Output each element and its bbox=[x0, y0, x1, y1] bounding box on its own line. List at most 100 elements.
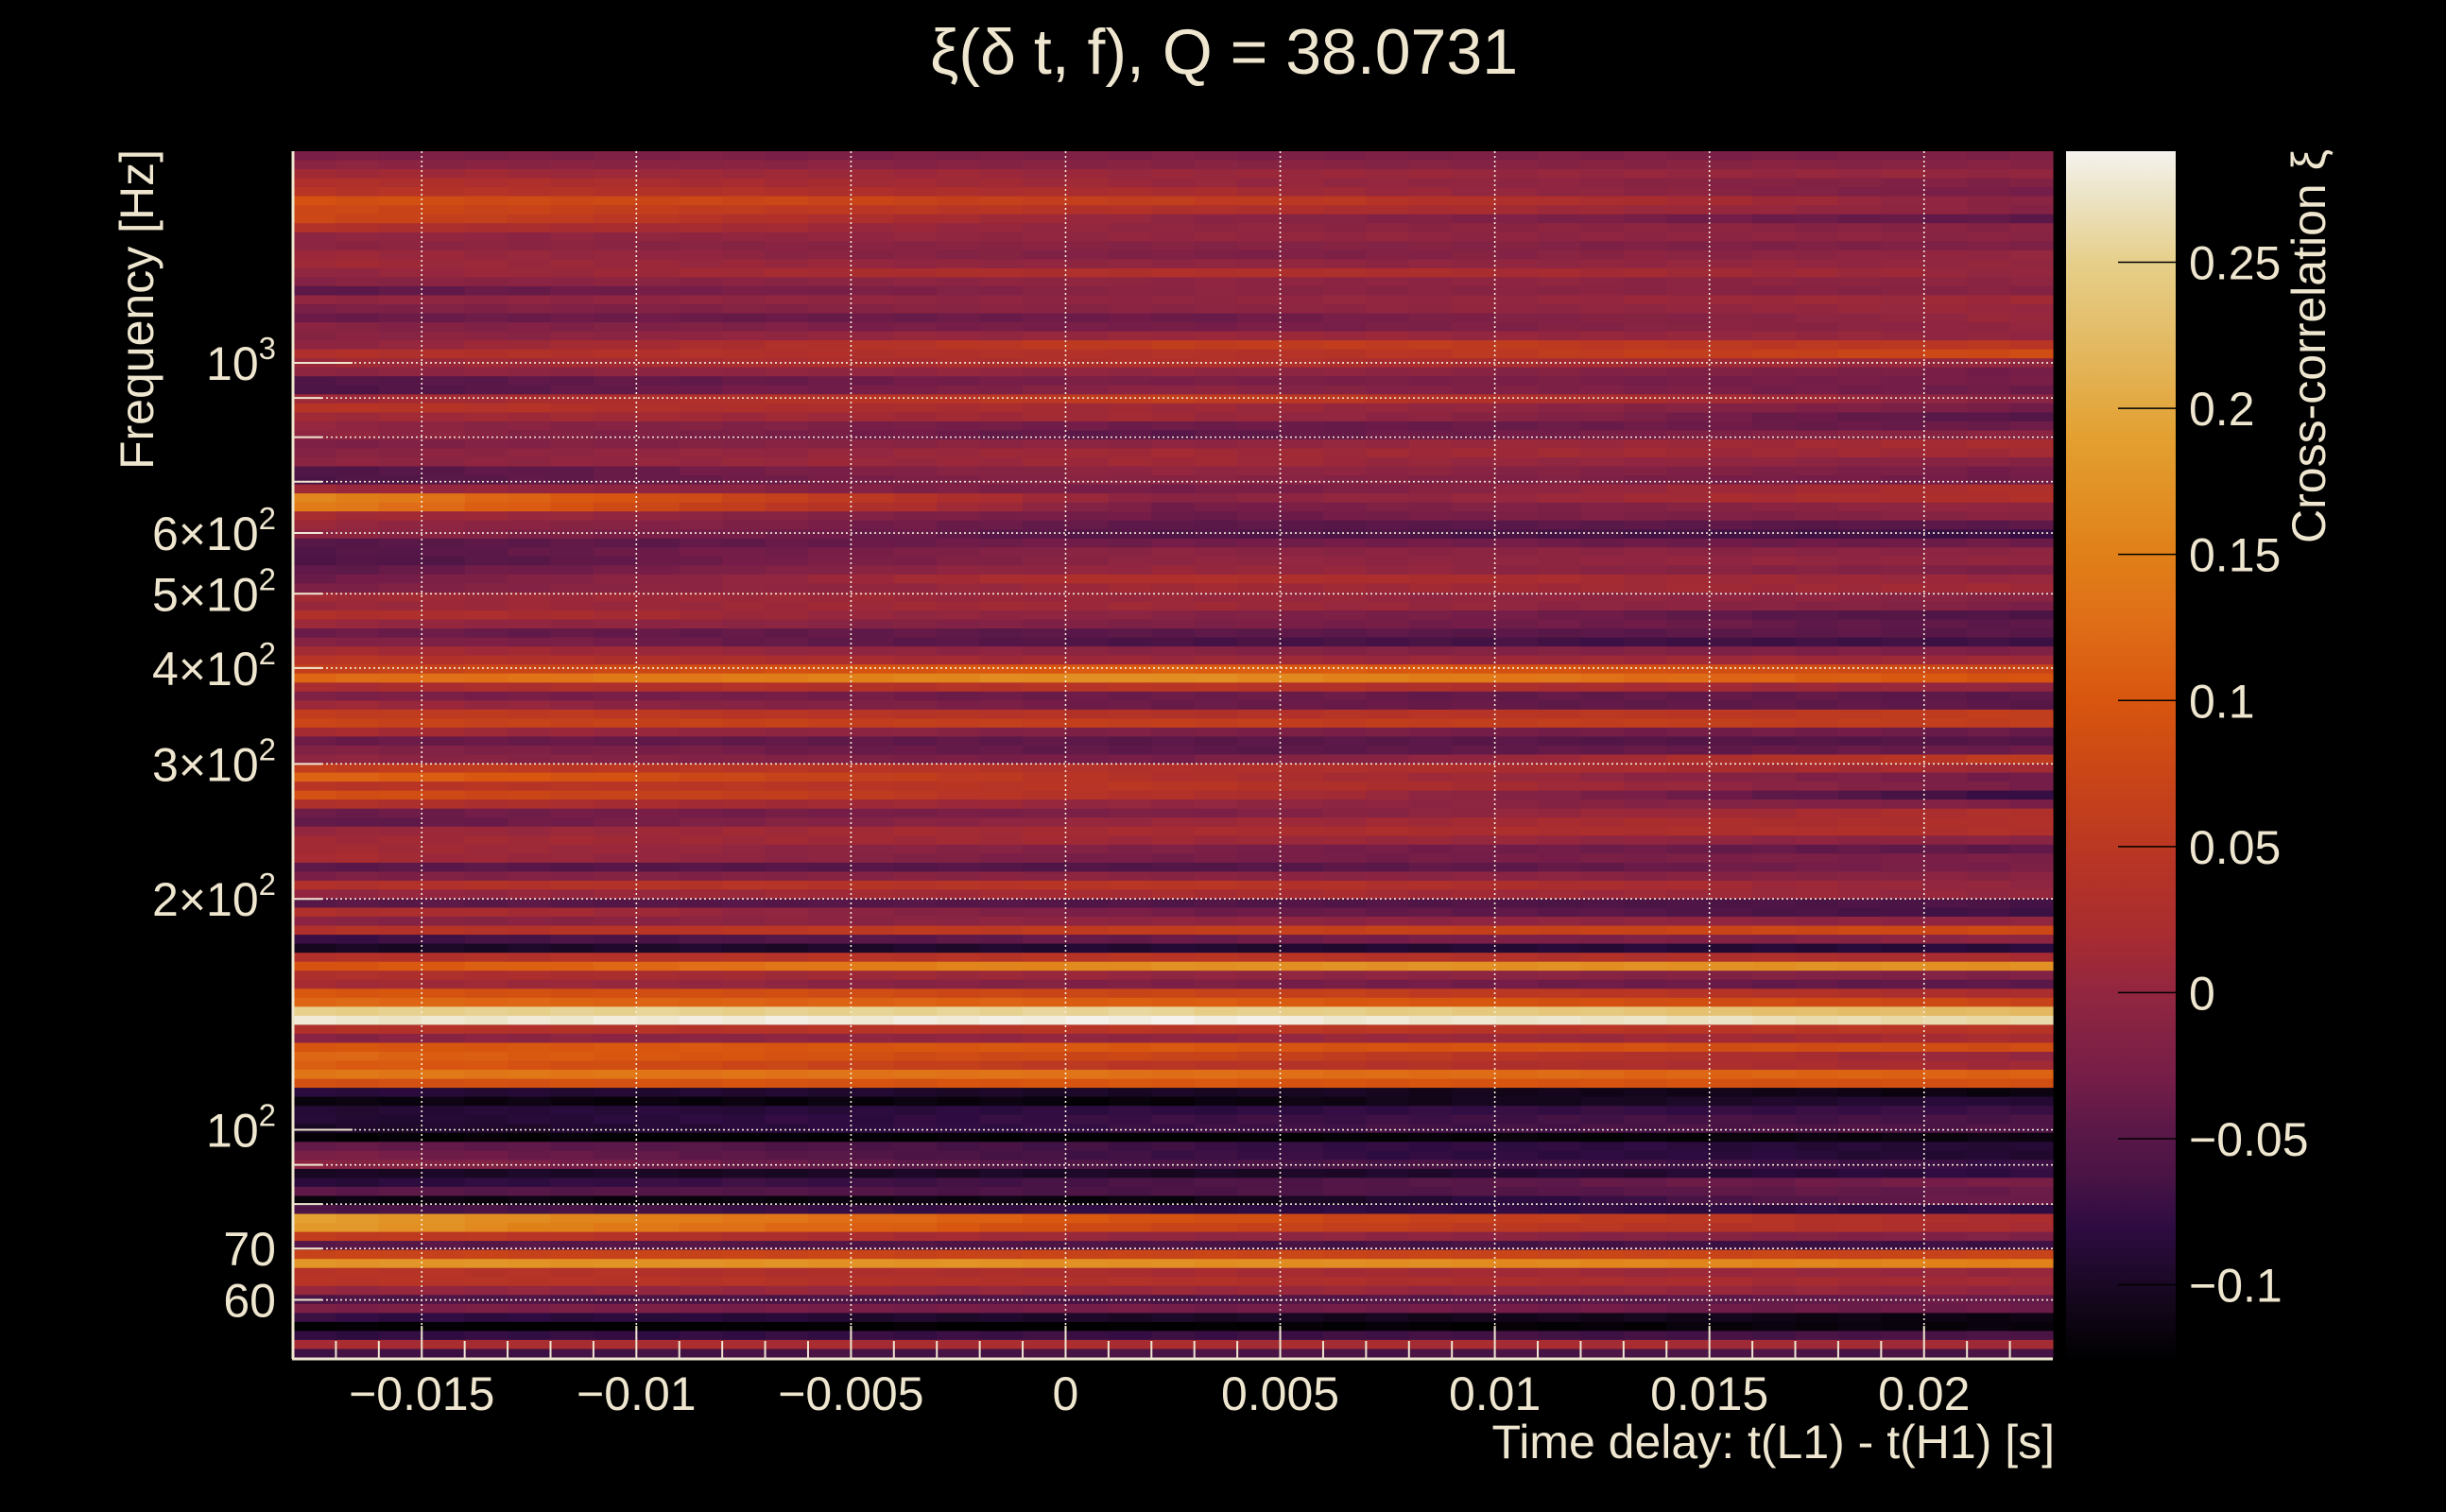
heatmap-cell bbox=[1881, 1160, 1925, 1170]
heatmap-cell bbox=[636, 493, 680, 504]
heatmap-cell bbox=[593, 935, 637, 945]
heatmap-cell bbox=[1580, 907, 1625, 918]
heatmap-cell bbox=[808, 808, 852, 818]
heatmap-cell bbox=[508, 1195, 552, 1206]
heatmap-cell bbox=[1023, 403, 1066, 413]
heatmap-cell bbox=[1280, 439, 1324, 450]
heatmap-cell bbox=[293, 1124, 336, 1134]
heatmap-cell bbox=[378, 187, 422, 198]
heatmap-cell bbox=[1881, 285, 1925, 296]
heatmap-cell bbox=[1538, 502, 1581, 512]
heatmap-cell bbox=[1580, 412, 1625, 422]
heatmap-cell bbox=[1967, 151, 2011, 162]
heatmap-cell bbox=[1151, 565, 1196, 576]
heatmap-cell bbox=[722, 520, 767, 530]
heatmap-cell bbox=[1666, 232, 1711, 242]
heatmap-cell bbox=[1065, 718, 1110, 729]
heatmap-cell bbox=[1108, 1052, 1152, 1062]
heatmap-cell bbox=[464, 511, 508, 522]
heatmap-cell bbox=[1752, 772, 1797, 782]
heatmap-cell bbox=[593, 718, 637, 729]
heatmap-cell bbox=[1538, 259, 1581, 269]
heatmap-cell bbox=[679, 421, 723, 431]
heatmap-cell bbox=[378, 997, 422, 1007]
heatmap-cell bbox=[1923, 178, 1968, 188]
heatmap-cell bbox=[1023, 574, 1066, 584]
heatmap-cell bbox=[1837, 1231, 1882, 1242]
heatmap-cell bbox=[1194, 241, 1238, 251]
heatmap-cell bbox=[1752, 871, 1797, 882]
heatmap-cell bbox=[808, 1114, 852, 1125]
heatmap-cell bbox=[979, 556, 1024, 566]
heatmap-cell bbox=[851, 340, 895, 351]
heatmap-cell bbox=[1408, 547, 1453, 558]
heatmap-cell bbox=[1795, 880, 1839, 890]
heatmap-cell bbox=[550, 826, 594, 836]
heatmap-cell bbox=[1623, 646, 1667, 657]
heatmap-cell bbox=[1452, 511, 1496, 522]
heatmap-cell bbox=[1623, 961, 1667, 971]
heatmap-cell bbox=[765, 637, 809, 647]
heatmap-cell bbox=[636, 601, 680, 611]
heatmap-cell bbox=[1408, 997, 1453, 1007]
heatmap-cell bbox=[1323, 178, 1367, 188]
heatmap-cell bbox=[979, 682, 1024, 693]
heatmap-cell bbox=[2009, 1195, 2054, 1206]
heatmap-cell bbox=[937, 637, 981, 647]
heatmap-cell bbox=[464, 448, 508, 458]
heatmap-cell bbox=[378, 439, 422, 450]
heatmap-cell bbox=[336, 646, 380, 657]
heatmap-cell bbox=[937, 538, 981, 548]
heatmap-cell bbox=[1494, 1114, 1539, 1125]
heatmap-cell bbox=[293, 1088, 336, 1098]
heatmap-cell bbox=[1366, 412, 1410, 422]
heatmap-cell bbox=[893, 700, 938, 711]
heatmap-cell bbox=[1323, 466, 1367, 476]
heatmap-cell bbox=[1666, 538, 1711, 548]
heatmap-cell bbox=[1752, 1231, 1797, 1242]
heatmap-cell bbox=[508, 1223, 552, 1233]
heatmap-cell bbox=[293, 610, 336, 621]
heatmap-cell bbox=[679, 430, 723, 440]
heatmap-cell bbox=[979, 1205, 1024, 1215]
heatmap-cell bbox=[1623, 367, 1667, 377]
heatmap-cell bbox=[293, 196, 336, 206]
heatmap-cell bbox=[378, 385, 422, 395]
heatmap-cell bbox=[1408, 682, 1453, 693]
heatmap-cell bbox=[1065, 511, 1110, 522]
heatmap-cell bbox=[722, 844, 767, 854]
heatmap-cell bbox=[1666, 691, 1711, 701]
heatmap-cell bbox=[1366, 799, 1410, 810]
heatmap-cell bbox=[336, 746, 380, 756]
heatmap-cell bbox=[1065, 376, 1110, 387]
heatmap-cell bbox=[1237, 249, 1282, 260]
heatmap-cell bbox=[722, 1114, 767, 1125]
heatmap-cell bbox=[1967, 673, 2011, 683]
heatmap-cell bbox=[1151, 232, 1196, 242]
heatmap-cell bbox=[1366, 826, 1410, 836]
heatmap-cell bbox=[1408, 151, 1453, 162]
heatmap-cell bbox=[1623, 1042, 1667, 1053]
heatmap-cell bbox=[1408, 772, 1453, 782]
heatmap-cell bbox=[1280, 403, 1324, 413]
heatmap-cell bbox=[1752, 628, 1797, 639]
heatmap-cell bbox=[1538, 493, 1581, 504]
heatmap-cell bbox=[1366, 556, 1410, 566]
heatmap-cell bbox=[808, 1024, 852, 1035]
heatmap-cell bbox=[765, 899, 809, 909]
heatmap-cell bbox=[808, 835, 852, 846]
heatmap-cell bbox=[1494, 1096, 1539, 1107]
heatmap-cell bbox=[1408, 484, 1453, 494]
heatmap-cell bbox=[378, 593, 422, 603]
heatmap-cell bbox=[2009, 772, 2054, 782]
heatmap-cell bbox=[1151, 953, 1196, 963]
heatmap-cell bbox=[1280, 277, 1324, 287]
heatmap-cell bbox=[464, 466, 508, 476]
heatmap-cell bbox=[851, 1106, 895, 1116]
heatmap-cell bbox=[851, 349, 895, 359]
heatmap-cell bbox=[1151, 412, 1196, 422]
heatmap-cell bbox=[1752, 583, 1797, 593]
heatmap-cell bbox=[1108, 574, 1152, 584]
heatmap-cell bbox=[679, 493, 723, 504]
heatmap-cell bbox=[1408, 285, 1453, 296]
